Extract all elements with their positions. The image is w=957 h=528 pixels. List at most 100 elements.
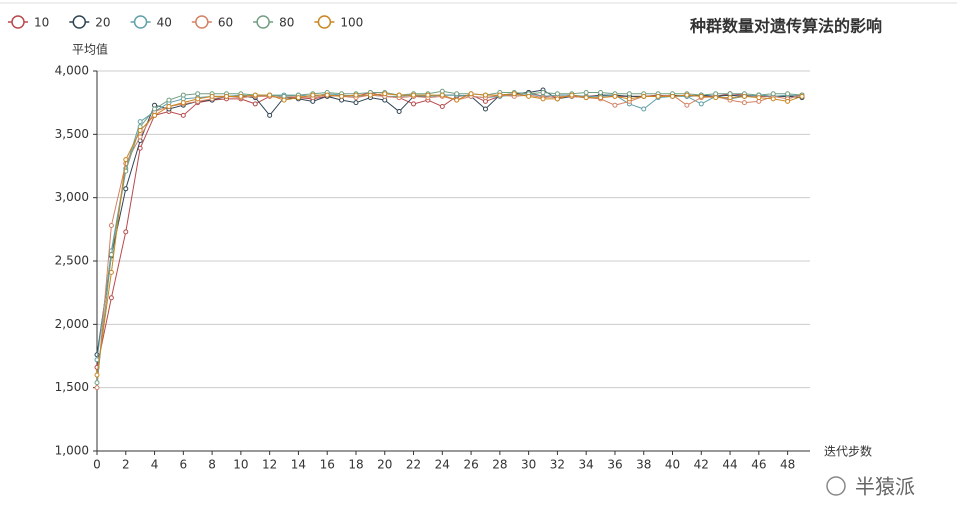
data-point [799,93,805,99]
series-line [96,92,803,368]
data-point [238,93,244,99]
data-point [295,95,301,101]
data-point [94,385,100,391]
series-line [96,90,803,383]
legend-label: 100 [340,16,363,30]
y-tick-label: 3,500 [55,127,89,141]
data-point [698,101,704,107]
x-tick-label: 0 [93,458,101,472]
data-point [655,93,661,99]
data-point [195,91,201,97]
data-point [770,91,776,97]
legend-item: 20 [69,15,111,30]
data-point [713,95,719,101]
data-point [353,100,359,106]
series-line [96,89,803,355]
x-tick-label: 10 [233,458,248,472]
series-line [96,94,803,388]
data-point [554,91,560,97]
data-point [482,106,488,112]
legend-item: 60 [191,15,233,30]
y-tick-label: 4,000 [55,64,89,78]
data-point [785,98,791,104]
data-point [482,92,488,98]
x-tick-label: 4 [151,458,159,472]
x-tick-label: 36 [607,458,622,472]
data-point [123,229,129,235]
data-point [94,357,100,363]
data-point [382,91,388,97]
data-point [324,92,330,98]
data-point [353,92,359,98]
data-point [180,92,186,98]
series [94,88,805,386]
x-tick-label: 8 [208,458,216,472]
data-point [223,93,229,99]
data-point [598,90,604,96]
data-point [137,119,143,125]
data-point [411,92,417,98]
data-point [108,269,114,275]
data-point [540,96,546,102]
data-point [612,102,618,108]
legend-item: 10 [8,15,49,30]
data-point [612,93,618,99]
data-point [583,90,589,96]
legend-label: 40 [157,16,172,30]
data-point [267,92,273,98]
legend-label: 80 [279,16,294,30]
data-point [569,92,575,98]
x-tick-label: 14 [291,458,306,472]
data-point [94,372,100,378]
legend-label: 10 [34,16,49,30]
data-point [166,103,172,109]
x-tick-label: 30 [521,458,536,472]
legend-swatch-dot [195,15,209,29]
legend-item: 80 [253,15,294,30]
x-tick-label: 48 [780,458,795,472]
data-point [497,92,503,98]
data-point [698,93,704,99]
data-point [152,106,158,112]
y-axis-label: 平均值 [72,42,108,57]
data-point [770,96,776,102]
data-point [454,97,460,103]
data-point [137,128,143,134]
series-line [96,93,803,360]
x-tick-label: 6 [180,458,188,472]
x-tick-label: 12 [262,458,277,472]
x-tick-label: 22 [406,458,421,472]
data-point [468,91,474,97]
data-point [137,134,143,140]
legend-swatch-dot [317,15,332,29]
data-point [252,101,258,107]
data-point [727,95,733,101]
legend-label: 20 [95,16,110,30]
data-point [741,100,747,106]
series [94,90,805,370]
y-tick-label: 1,000 [55,444,89,458]
data-point [626,96,632,102]
data-point [281,97,287,103]
x-tick-label: 20 [377,458,392,472]
data-point [180,112,186,118]
data-point [252,92,258,98]
data-point [108,223,114,229]
legend-swatch-dot [256,15,270,29]
watermark-text: 半猿派 [855,475,915,499]
data-point [310,92,316,98]
series [94,91,805,378]
data-point [554,96,560,102]
x-tick-label: 46 [751,458,766,472]
data-point [454,91,460,97]
data-point [626,91,632,97]
data-point [598,95,604,101]
data-point [756,95,762,101]
legend-item: 100 [314,15,363,30]
data-point [339,93,345,99]
data-point [123,186,129,192]
x-tick-label: 28 [492,458,507,472]
x-tick-label: 2 [122,458,130,472]
x-tick-label: 32 [550,458,565,472]
